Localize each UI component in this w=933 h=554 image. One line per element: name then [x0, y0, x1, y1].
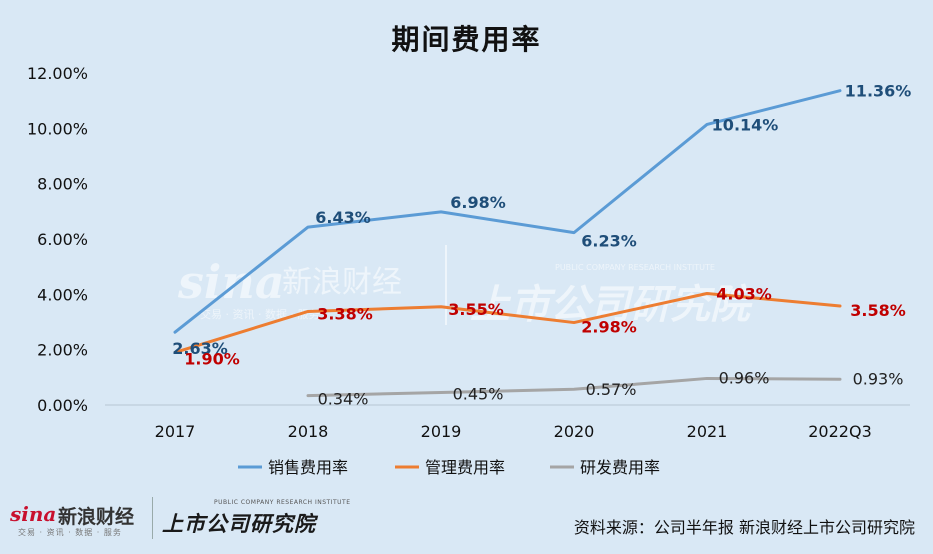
- y-tick-label: 4.00%: [37, 285, 88, 304]
- footer-research-cn: 上市公司研究院: [162, 512, 316, 536]
- data-label: 0.34%: [318, 390, 369, 409]
- legend-label: 研发费用率: [580, 458, 660, 477]
- axes: 0.00% 2.00% 4.00% 6.00% 8.00% 10.00% 12.00% 201…: [27, 64, 910, 441]
- data-label: 6.43%: [315, 208, 371, 227]
- data-label: 0.45%: [453, 385, 504, 404]
- y-tick-label: 0.00%: [37, 396, 88, 415]
- chart-title: 期间费用率: [391, 23, 542, 56]
- footer-brand-cn: 新浪财经: [58, 506, 135, 528]
- data-label: 6.98%: [450, 193, 506, 212]
- data-label: 2.63%: [172, 339, 228, 358]
- data-labels: 2.63% 6.43% 6.98% 6.23% 10.14% 11.36% 1.90% 3.3…: [172, 82, 911, 409]
- footer-brand-logo: sina 新浪财经 交易 · 资讯 · 数据 · 服务: [10, 500, 150, 540]
- data-label: 3.38%: [317, 304, 373, 323]
- data-label: 3.58%: [850, 301, 906, 320]
- watermark-research-cn: 上市公司研究院: [470, 282, 756, 328]
- x-tick-label: 2021: [687, 422, 728, 441]
- data-label: 3.55%: [448, 300, 504, 319]
- y-tick-label: 12.00%: [27, 64, 88, 83]
- footer-divider: [152, 497, 153, 539]
- x-tick-label: 2019: [421, 422, 462, 441]
- x-tick-label: 2020: [554, 422, 595, 441]
- data-label: 10.14%: [712, 115, 779, 134]
- x-tick-label: 2017: [155, 422, 196, 441]
- data-label: 6.23%: [581, 232, 637, 251]
- series-line-2: [306, 376, 842, 398]
- data-label: 2.98%: [581, 318, 637, 337]
- data-label: 0.96%: [719, 368, 770, 387]
- series-line-1: [173, 292, 842, 354]
- legend: 销售费用率 管理费用率 研发费用率: [238, 458, 660, 477]
- y-tick-label: 8.00%: [37, 175, 88, 194]
- watermark-brand-latin: sina: [177, 255, 285, 309]
- footer-brand-latin: sina: [10, 502, 57, 526]
- legend-label: 销售费用率: [268, 458, 348, 477]
- footer-research-logo: PUBLIC COMPANY RESEARCH INSTITUTE 上市公司研究…: [162, 496, 362, 540]
- watermark: sina 新浪财经 交易 · 资讯 · 数据 · 服务 PUBLIC COMPA…: [177, 245, 756, 328]
- y-tick-label: 10.00%: [27, 119, 88, 138]
- data-label: 4.03%: [716, 285, 772, 304]
- data-label: 0.93%: [853, 369, 904, 388]
- x-tick-label: 2018: [288, 422, 329, 441]
- x-tick-label: 2022Q3: [808, 422, 872, 441]
- data-label: 1.90%: [184, 349, 240, 368]
- footer-research-en: PUBLIC COMPANY RESEARCH INSTITUTE: [214, 499, 351, 506]
- footer-brand-sub: 交易 · 资讯 · 数据 · 服务: [18, 528, 122, 537]
- watermark-divider: [445, 245, 447, 325]
- y-tick-label: 6.00%: [37, 230, 88, 249]
- series: [173, 89, 842, 398]
- legend-label: 管理费用率: [425, 458, 505, 477]
- source-note: 资料来源：公司半年报 新浪财经上市公司研究院: [573, 518, 915, 537]
- watermark-brand-cn: 新浪财经: [282, 265, 402, 300]
- data-label: 11.36%: [845, 82, 912, 101]
- y-tick-label: 2.00%: [37, 341, 88, 360]
- watermark-research-en: PUBLIC COMPANY RESEARCH INSTITUTE: [555, 263, 715, 272]
- series-line-0: [173, 89, 842, 334]
- data-label: 0.57%: [586, 380, 637, 399]
